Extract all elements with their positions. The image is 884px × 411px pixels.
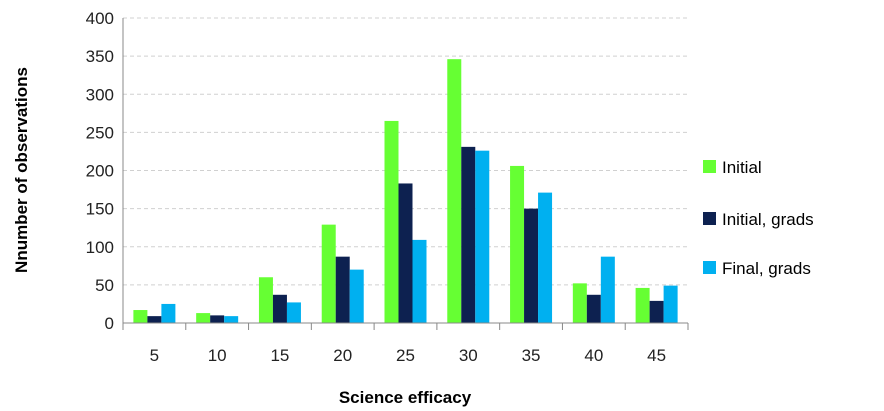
x-tick-labels: 5 10 15 20 25 30 35 40 45 — [150, 346, 666, 365]
bar-final-grads-5 — [161, 303, 176, 323]
bar-initial-grads-10 — [210, 315, 225, 323]
x-tick-label: 30 — [459, 346, 478, 365]
x-tick-label: 15 — [270, 346, 289, 365]
bar-initial-grads-5 — [147, 316, 162, 323]
legend-swatch — [703, 160, 716, 173]
x-tick-label: 45 — [647, 346, 666, 365]
y-tick-label: 400 — [86, 9, 114, 28]
legend-label: Initial — [722, 158, 762, 177]
y-tick-label: 0 — [105, 314, 114, 333]
bar-final-grads-35 — [538, 192, 553, 323]
y-tick-label: 150 — [86, 200, 114, 219]
bar-initial-grads-35 — [524, 208, 539, 323]
y-tick-label: 50 — [95, 276, 114, 295]
bar-initial-40 — [572, 283, 587, 323]
x-tick-label: 10 — [208, 346, 227, 365]
bars — [133, 59, 678, 324]
bar-initial-35 — [510, 165, 525, 323]
bar-initial-5 — [133, 310, 148, 323]
bar-initial-grads-45 — [649, 300, 664, 323]
legend-label: Initial, grads — [722, 210, 814, 229]
y-tick-label: 250 — [86, 123, 114, 142]
bar-initial-grads-40 — [586, 294, 601, 323]
x-tick-label: 5 — [150, 346, 159, 365]
legend-label: Final, grads — [722, 259, 811, 278]
bar-final-grads-20 — [349, 269, 364, 323]
bar-initial-30 — [447, 59, 462, 324]
bar-initial-20 — [321, 224, 336, 323]
bar-initial-15 — [258, 277, 273, 323]
x-tick-label: 35 — [522, 346, 541, 365]
legend-swatch — [703, 212, 716, 225]
x-tick-label: 20 — [333, 346, 352, 365]
legend-swatch — [703, 261, 716, 274]
bar-initial-grads-20 — [335, 256, 350, 323]
bar-final-grads-15 — [286, 302, 301, 323]
bar-final-grads-25 — [412, 239, 427, 323]
y-tick-label: 300 — [86, 85, 114, 104]
bar-final-grads-10 — [224, 316, 239, 323]
x-tick-label: 40 — [584, 346, 603, 365]
legend: Initial Initial, grads Final, grads — [703, 158, 814, 278]
bar-final-grads-45 — [663, 285, 678, 323]
x-axis-title: Science efficacy — [339, 388, 472, 407]
bar-final-grads-40 — [600, 256, 615, 323]
bar-initial-25 — [384, 120, 399, 323]
y-tick-labels: 0 50 100 150 200 250 300 350 400 — [86, 9, 114, 333]
y-tick-label: 200 — [86, 162, 114, 181]
x-tick-label: 25 — [396, 346, 415, 365]
bar-initial-10 — [196, 313, 211, 323]
bar-initial-grads-15 — [272, 294, 287, 323]
axes — [122, 18, 689, 330]
y-tick-label: 350 — [86, 47, 114, 66]
bar-initial-grads-30 — [461, 146, 476, 323]
y-axis-title: Nnumber of observations — [12, 67, 31, 273]
bar-initial-45 — [635, 287, 650, 323]
y-tick-label: 100 — [86, 238, 114, 257]
bar-initial-grads-25 — [398, 183, 413, 323]
bar-final-grads-30 — [475, 150, 490, 323]
